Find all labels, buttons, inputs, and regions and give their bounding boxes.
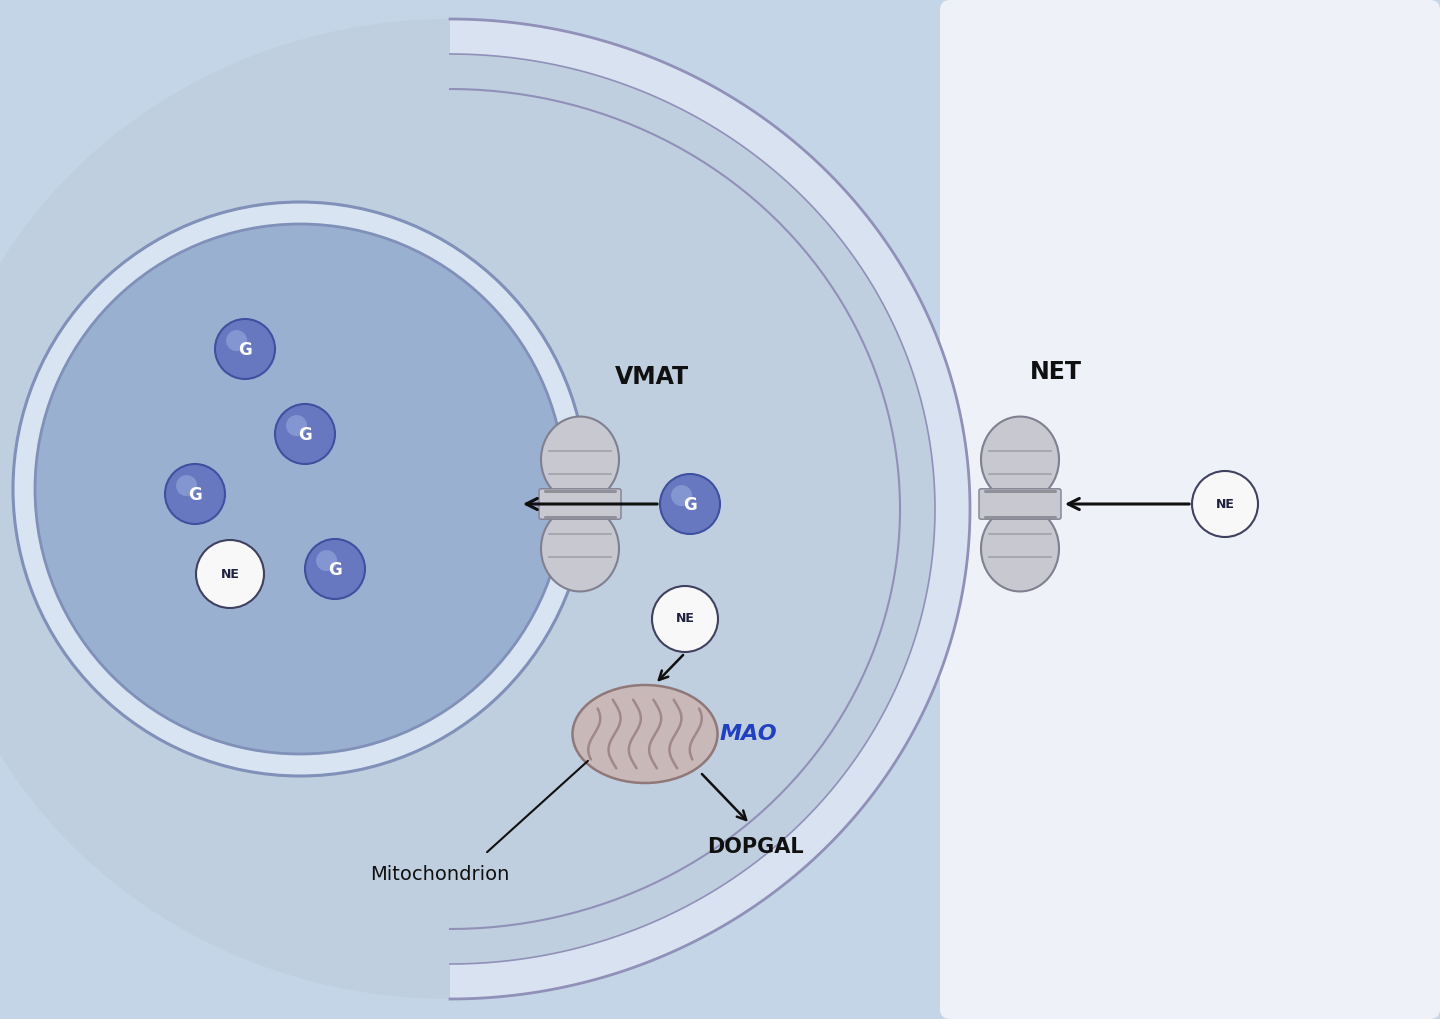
Text: NE: NE (675, 612, 694, 626)
FancyBboxPatch shape (940, 0, 1440, 1019)
FancyBboxPatch shape (539, 489, 621, 520)
Ellipse shape (573, 685, 717, 783)
Text: NE: NE (1215, 497, 1234, 511)
Circle shape (317, 550, 337, 571)
Circle shape (652, 586, 719, 652)
Circle shape (35, 224, 564, 754)
Text: G: G (189, 486, 202, 504)
Text: G: G (238, 341, 252, 359)
Ellipse shape (0, 19, 971, 999)
Circle shape (226, 330, 248, 352)
Ellipse shape (981, 417, 1058, 502)
Ellipse shape (981, 505, 1058, 591)
Text: DOPGAL: DOPGAL (707, 837, 804, 857)
Circle shape (305, 539, 364, 599)
Circle shape (287, 415, 307, 436)
Text: G: G (328, 561, 341, 579)
Text: Mitochondrion: Mitochondrion (370, 864, 510, 883)
Circle shape (176, 475, 197, 496)
Ellipse shape (541, 505, 619, 591)
Circle shape (196, 540, 264, 608)
Circle shape (215, 319, 275, 379)
Polygon shape (449, 19, 971, 999)
Text: VMAT: VMAT (615, 365, 690, 389)
FancyBboxPatch shape (979, 489, 1061, 520)
Circle shape (166, 464, 225, 524)
Circle shape (671, 485, 693, 506)
Text: G: G (298, 426, 312, 444)
Circle shape (660, 474, 720, 534)
Text: G: G (683, 496, 697, 514)
Circle shape (275, 404, 336, 464)
Ellipse shape (541, 417, 619, 502)
Circle shape (13, 202, 588, 776)
Text: MAO: MAO (720, 725, 778, 744)
Text: NET: NET (1030, 360, 1081, 384)
Text: NE: NE (220, 568, 239, 581)
Circle shape (1192, 471, 1259, 537)
